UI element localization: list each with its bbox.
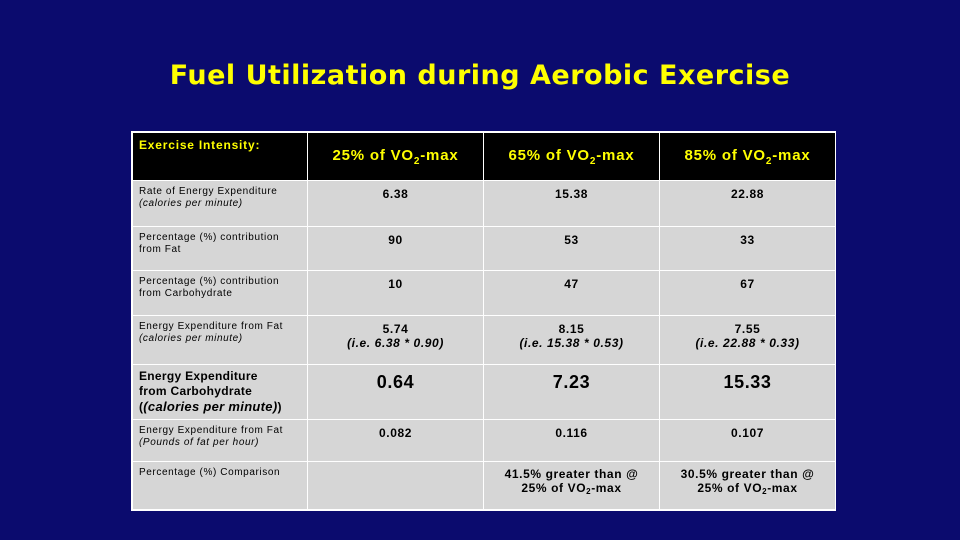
cell-value: 15.33	[659, 364, 836, 420]
table-row: Percentage (%) contribution from Carbohyd…	[132, 270, 836, 316]
cell-value: 0.082	[307, 419, 484, 462]
header-col-25-sub: 2	[413, 155, 421, 167]
label-unit: (calories per minute)	[139, 333, 243, 344]
fuel-utilization-table: Exercise Intensity: 25% of VO2-max 65% o…	[131, 131, 836, 511]
label-line: Percentage (%) contribution	[139, 276, 280, 287]
label-unit: (calories per minute)	[139, 198, 243, 209]
cell-value: 0.116	[483, 419, 660, 462]
label-line: Energy Expenditure from Fat	[139, 321, 284, 332]
header-col-25-suffix: -max	[420, 146, 459, 164]
header-col-65: 65% of VO2-max	[483, 132, 660, 181]
comparison-ref-suffix: -max	[591, 481, 622, 495]
header-col-65-text: 65% of VO	[508, 146, 590, 164]
row-label-carb-energy: Energy Expenditure from Carbohydrate ((cal…	[132, 364, 308, 420]
label-line: Energy Expenditure from Fat	[139, 425, 284, 436]
comparison-ref: 25% of VO	[521, 481, 587, 495]
header-label: Exercise Intensity:	[132, 132, 308, 181]
header-col-85-text: 85% of VO	[684, 146, 766, 164]
cell-value: 22.88	[659, 180, 836, 227]
table-row: Percentage (%) Comparison 41.5% greater …	[132, 461, 836, 510]
table-row: Rate of Energy Expenditure (calories per …	[132, 180, 836, 227]
label-line: Rate of Energy Expenditure	[139, 186, 278, 197]
label-unit: (Pounds of fat per hour)	[139, 437, 260, 448]
comparison-cell-85: 30.5% greater than @25% of VO2-max	[659, 461, 836, 510]
row-label-carb-percent: Percentage (%) contribution from Carbohyd…	[132, 270, 308, 316]
label-line: Energy Expenditure	[139, 369, 258, 383]
cell-value: 33	[659, 226, 836, 271]
cell-value-with-note: 7.55 (i.e. 22.88 * 0.33)	[659, 315, 836, 365]
table-row: Energy Expenditure from Fat (Pounds of fa…	[132, 419, 836, 462]
table-header-row: Exercise Intensity: 25% of VO2-max 65% o…	[132, 132, 836, 181]
header-col-85-sub: 2	[765, 155, 773, 167]
comparison-ref: 25% of VO	[697, 481, 763, 495]
cell-value: 90	[307, 226, 484, 271]
label-line: from Carbohydrate	[139, 384, 253, 398]
header-col-85: 85% of VO2-max	[659, 132, 836, 181]
cell-value: 6.38	[307, 180, 484, 227]
row-label-fat-pounds: Energy Expenditure from Fat (Pounds of fa…	[132, 419, 308, 462]
table-row: Energy Expenditure from Carbohydrate ((cal…	[132, 364, 836, 420]
row-label-fat-energy: Energy Expenditure from Fat (calories per…	[132, 315, 308, 365]
table-row: Energy Expenditure from Fat (calories per…	[132, 315, 836, 365]
cell-value: 47	[483, 270, 660, 316]
row-label-energy-rate: Rate of Energy Expenditure (calories per …	[132, 180, 308, 227]
table-row: Percentage (%) contribution from Fat 90 5…	[132, 226, 836, 271]
cell-value: 7.55	[734, 322, 761, 336]
slide-title: Fuel Utilization during Aerobic Exercise	[169, 60, 791, 91]
label-line: from Carbohydrate	[139, 288, 233, 299]
comparison-text: 30.5% greater than @	[680, 467, 815, 481]
header-col-25: 25% of VO2-max	[307, 132, 484, 181]
comparison-ref-suffix: -max	[767, 481, 798, 495]
label-line: from Fat	[139, 244, 182, 255]
cell-value: 0.64	[307, 364, 484, 420]
cell-note: (i.e. 15.38 * 0.53)	[519, 336, 624, 350]
cell-value-with-note: 5.74 (i.e. 6.38 * 0.90)	[307, 315, 484, 365]
header-col-25-text: 25% of VO	[332, 146, 414, 164]
header-col-65-sub: 2	[589, 155, 597, 167]
cell-value: 8.15	[558, 322, 585, 336]
cell-value: 5.74	[382, 322, 409, 336]
cell-note: (i.e. 6.38 * 0.90)	[347, 336, 444, 350]
cell-value-empty	[307, 461, 484, 510]
comparison-text: 41.5% greater than @	[504, 467, 639, 481]
header-col-85-suffix: -max	[772, 146, 811, 164]
comparison-cell-65: 41.5% greater than @25% of VO2-max	[483, 461, 660, 510]
row-label-fat-percent: Percentage (%) contribution from Fat	[132, 226, 308, 271]
comparison-ref-sub: 2	[762, 487, 768, 496]
cell-value: 0.107	[659, 419, 836, 462]
cell-value: 7.23	[483, 364, 660, 420]
comparison-ref-sub: 2	[586, 487, 592, 496]
header-col-65-suffix: -max	[596, 146, 635, 164]
label-line: Percentage (%) contribution	[139, 232, 280, 243]
row-label-comparison: Percentage (%) Comparison	[132, 461, 308, 510]
cell-value: 67	[659, 270, 836, 316]
cell-value: 10	[307, 270, 484, 316]
cell-value: 53	[483, 226, 660, 271]
cell-value: 15.38	[483, 180, 660, 227]
cell-note: (i.e. 22.88 * 0.33)	[695, 336, 800, 350]
label-unit: (calories per minute)	[143, 399, 278, 414]
cell-value-with-note: 8.15 (i.e. 15.38 * 0.53)	[483, 315, 660, 365]
